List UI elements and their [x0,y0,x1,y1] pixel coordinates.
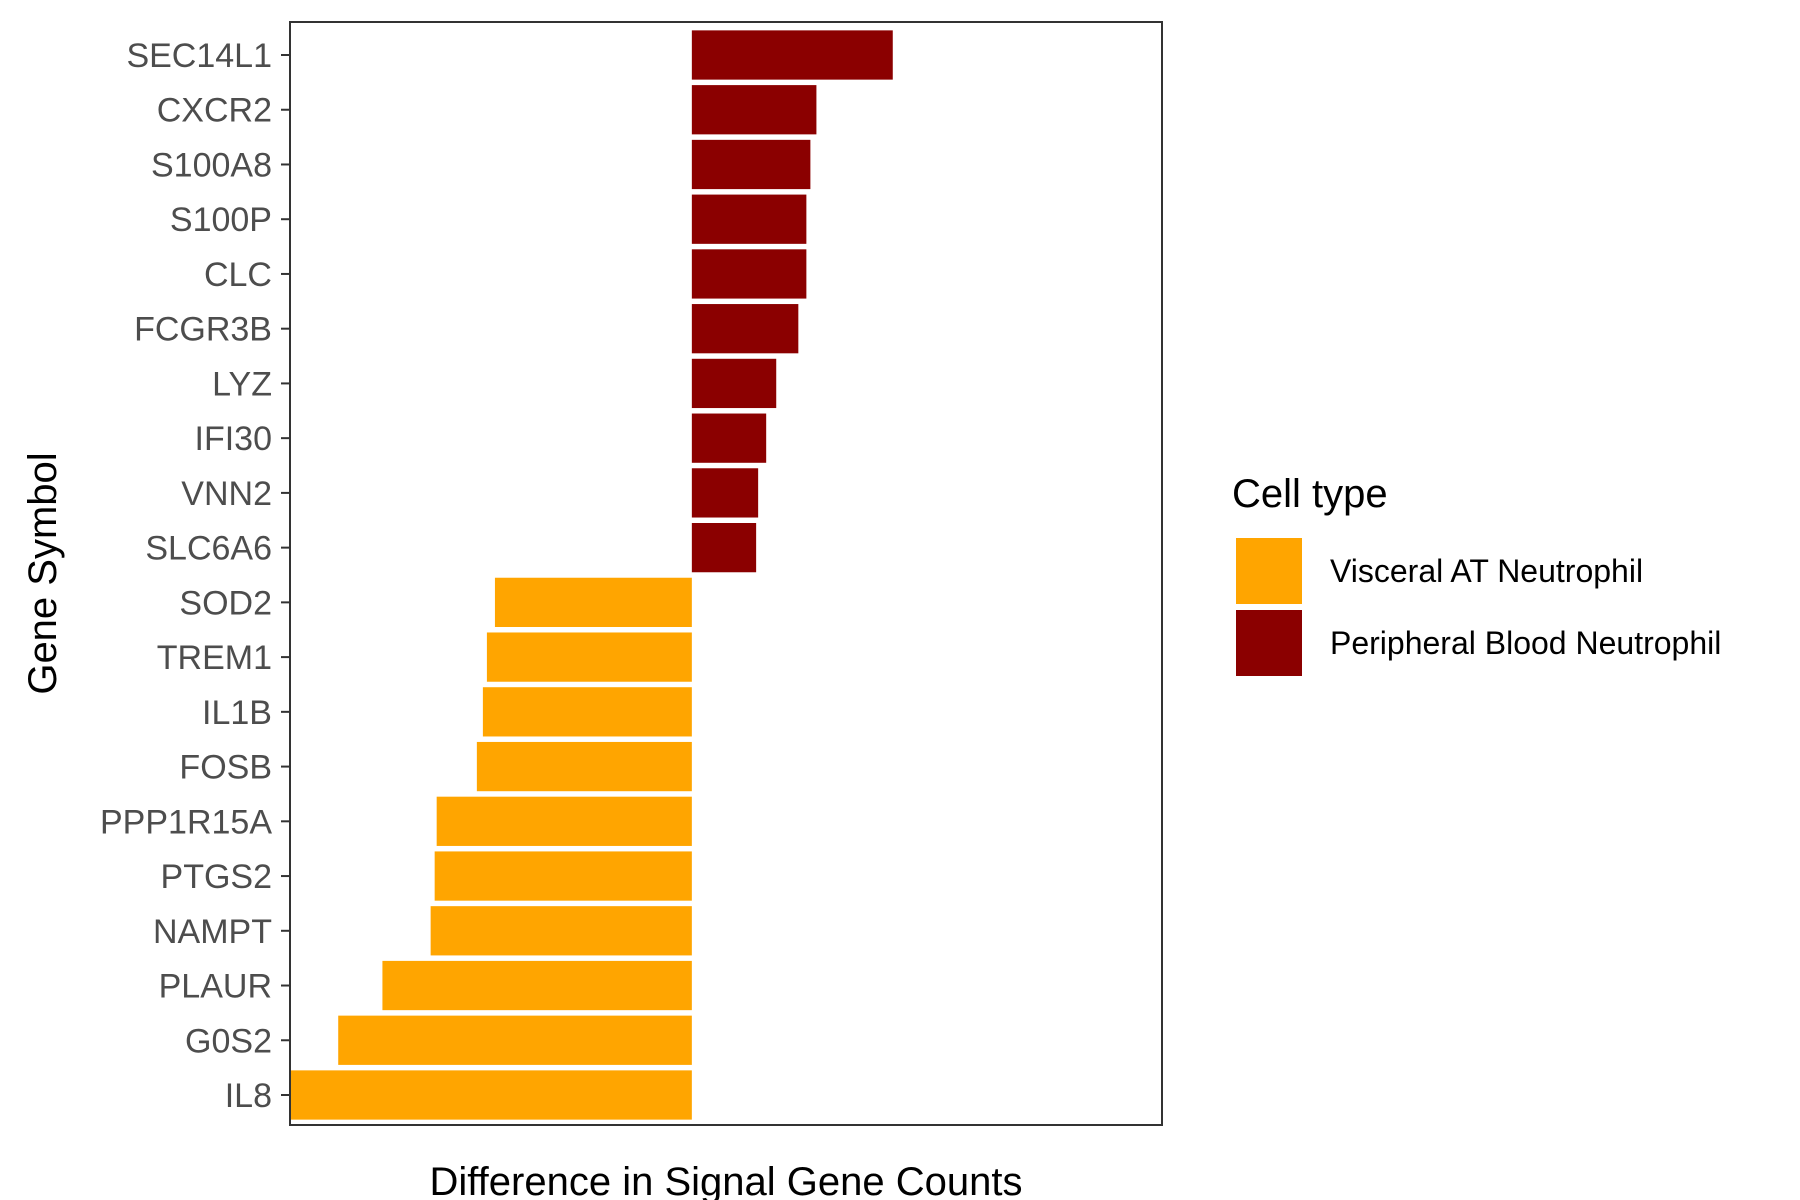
y-tick-label: PPP1R15A [100,803,272,841]
y-tick-label: FOSB [179,749,272,787]
bar-sec14l1 [691,30,893,80]
bar-s100a8 [691,139,811,190]
plot-panel-border [289,21,1163,1126]
y-tick-label: SLC6A6 [145,530,272,568]
bars-layer [290,30,893,1120]
y-tick-label: FCGR3B [134,311,272,349]
bar-g0s2 [338,1015,692,1065]
bar-nampt [430,906,692,956]
bar-vnn2 [691,468,759,518]
bar-cxcr2 [691,85,817,135]
y-axis-title: Gene Symbol [21,452,65,694]
y-tick-label: IL1B [202,694,272,732]
y-tick-label: SOD2 [179,584,272,622]
bar-fosb [476,741,692,792]
bar-clc [691,249,807,299]
y-tick-label: PTGS2 [161,858,272,896]
bar-sod2 [494,577,692,627]
y-tick-label: G0S2 [185,1022,272,1060]
y-tick-label: S100P [170,201,272,239]
legend-key-peripheral [1236,610,1302,676]
legend-key-visceral [1236,538,1302,604]
y-tick-label: IFI30 [195,420,272,458]
bar-ppp1r15a [436,796,692,846]
y-tick-label: CXCR2 [157,92,272,130]
bar-fcgr3b [691,304,799,354]
y-tick-label: VNN2 [181,475,272,513]
y-tick-label: TREM1 [157,639,272,677]
y-tick-label: PLAUR [159,968,272,1006]
bar-plaur [382,960,692,1011]
bar-ptgs2 [434,851,692,901]
legend-label-peripheral: Peripheral Blood Neutrophil [1330,625,1721,661]
y-tick-label: NAMPT [153,913,272,951]
bar-lyz [691,358,777,409]
bar-trem1 [486,632,692,682]
bar-ifi30 [691,413,767,463]
legend-label-visceral: Visceral AT Neutrophil [1330,553,1643,589]
y-tick-label: S100A8 [151,146,272,184]
legend-title: Cell type [1232,472,1388,516]
bar-s100p [691,194,807,244]
y-tick-label: CLC [204,256,272,294]
bar-il8 [290,1070,692,1120]
bar-il1b [482,687,692,737]
y-axis-ticks: SEC14L1 CXCR2 S100A8 S100P CLC FCGR3B LYZ IFI30… [100,37,290,1115]
y-tick-label: SEC14L1 [126,37,272,75]
bar-slc6a6 [691,523,757,573]
legend: Cell type Visceral AT Neutrophil Periphe… [1232,472,1721,676]
x-axis-title: Difference in Signal Gene Counts [430,1160,1023,1200]
y-tick-label: IL8 [225,1077,272,1115]
y-tick-label: LYZ [212,365,272,403]
